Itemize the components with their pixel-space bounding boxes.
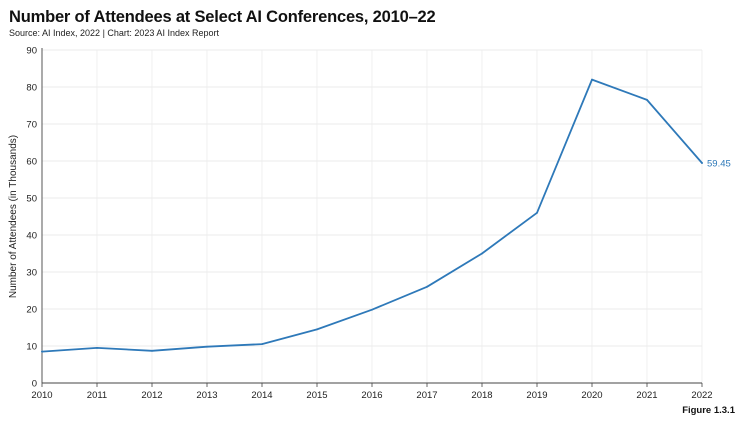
x-tick-label: 2014: [251, 390, 272, 401]
data-point: [701, 162, 703, 164]
data-point: [206, 345, 208, 348]
x-tick-label: 2016: [361, 390, 382, 401]
data-point: [96, 346, 98, 349]
x-tick-label: 2010: [31, 390, 52, 401]
chart-title: Number of Attendees at Select AI Confere…: [9, 8, 436, 26]
y-tick-label: 0: [32, 379, 37, 390]
y-tick-label: 10: [26, 342, 37, 353]
chart-source: Source: AI Index, 2022 | Chart: 2023 AI …: [9, 28, 219, 38]
x-tick-label: 2013: [196, 390, 217, 401]
data-point: [591, 78, 593, 81]
x-tick-label: 2020: [581, 390, 602, 401]
data-point: [426, 285, 428, 288]
y-tick-label: 60: [26, 157, 37, 168]
y-tick-label: 50: [26, 194, 37, 205]
x-tick-label: 2019: [526, 390, 547, 401]
data-point: [41, 350, 43, 353]
data-point: [646, 99, 648, 101]
y-tick-label: 30: [26, 268, 37, 279]
data-point: [261, 343, 263, 346]
data-point: [481, 252, 483, 255]
x-tick-label: 2017: [416, 390, 437, 401]
grid-lines: [42, 49, 703, 383]
x-tick-label: 2015: [306, 390, 327, 401]
x-tick-labels: 2010 2011 2012 2013 2014 2015 2016 2017 2018 2019…: [31, 390, 712, 401]
x-tick-label: 2021: [636, 390, 657, 401]
data-point: [316, 328, 318, 331]
y-tick-label: 40: [26, 231, 37, 242]
data-point: [151, 349, 153, 352]
x-tick-label: 2018: [471, 390, 492, 401]
x-tick-label: 2022: [691, 390, 712, 401]
axes: [41, 48, 703, 387]
y-tick-label: 70: [26, 120, 37, 131]
data-point: [371, 308, 373, 311]
x-tick-label: 2012: [141, 390, 162, 401]
x-tick-label: 2011: [87, 390, 107, 401]
figure-label: Figure 1.3.1: [682, 405, 735, 416]
end-value-label: 59.45: [707, 159, 731, 170]
series-group: [41, 78, 703, 353]
y-tick-label: 90: [26, 46, 37, 57]
y-tick-label: 20: [26, 305, 37, 316]
y-tick-labels: 0 10 20 30 40 50 60 70 80 90: [26, 46, 37, 390]
data-point: [536, 211, 538, 214]
y-tick-label: 80: [26, 83, 37, 94]
y-axis-label: Number of Attendees (in Thousands): [8, 135, 19, 298]
